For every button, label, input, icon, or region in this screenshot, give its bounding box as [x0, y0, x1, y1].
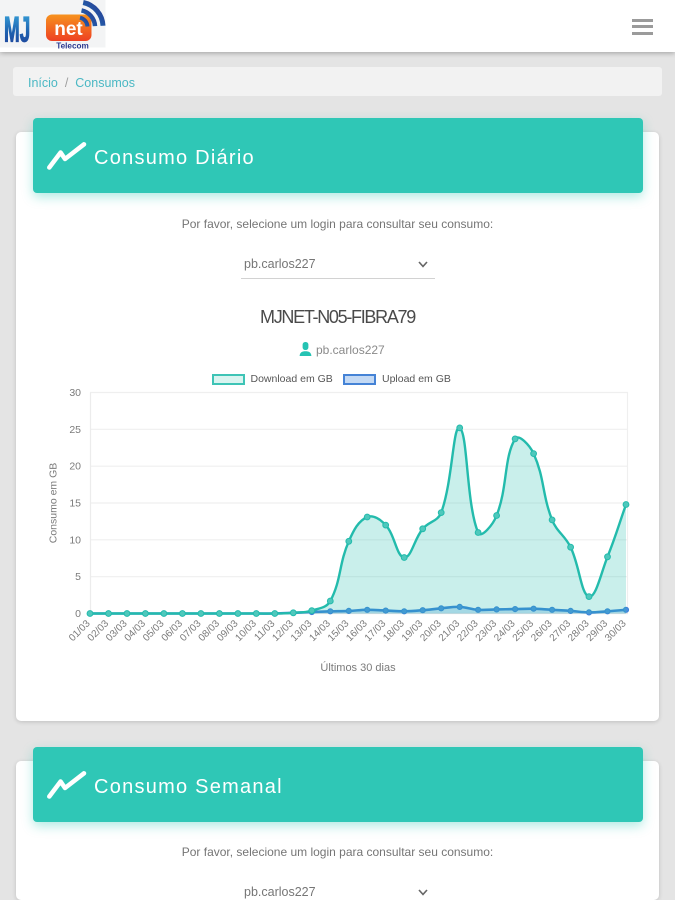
- svg-text:30/03: 30/03: [603, 618, 629, 644]
- svg-text:25: 25: [69, 424, 81, 436]
- svg-text:30: 30: [69, 387, 81, 399]
- svg-text:MJ: MJ: [4, 10, 30, 49]
- svg-text:10/03: 10/03: [233, 618, 259, 644]
- svg-text:Consumo em GB: Consumo em GB: [48, 463, 60, 544]
- svg-text:10: 10: [69, 534, 81, 546]
- svg-text:20: 20: [69, 461, 81, 473]
- svg-text:net: net: [54, 19, 83, 40]
- svg-text:5: 5: [75, 571, 81, 583]
- svg-text:0: 0: [75, 608, 81, 620]
- svg-text:15: 15: [69, 498, 81, 510]
- svg-text:Telecom: Telecom: [56, 42, 89, 51]
- svg-text:Últimos 30 dias: Últimos 30 dias: [320, 661, 396, 674]
